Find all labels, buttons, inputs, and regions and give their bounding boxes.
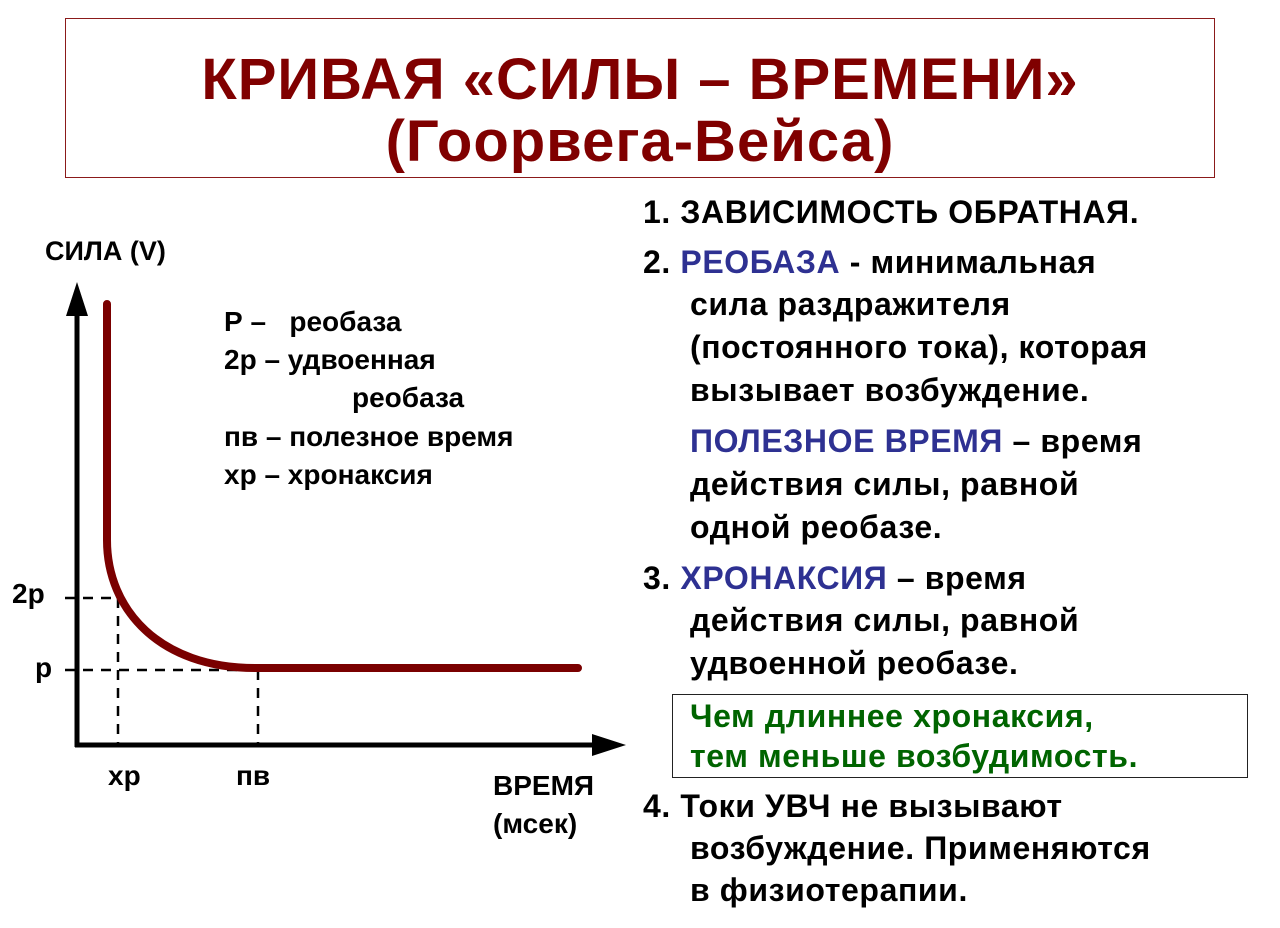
x-axis-arrow	[592, 734, 626, 756]
definition-text: в физиотерапии.	[690, 872, 968, 908]
legend-item: хр – хронаксия	[224, 459, 433, 490]
point-3: 3. ХРОНАКСИЯ – время	[643, 560, 1027, 597]
definition-text: – время	[887, 560, 1027, 596]
legend-item: пв – полезное время	[224, 421, 514, 452]
y-tick-2p: 2р	[12, 578, 45, 609]
definition-text: – время	[1003, 423, 1143, 459]
title-line-1: КРИВАЯ «СИЛЫ – ВРЕМЕНИ»	[201, 47, 1079, 112]
term-chronaxie: ХРОНАКСИЯ	[680, 560, 888, 596]
x-tick-pv: пв	[236, 760, 271, 791]
x-tick-xr: хр	[108, 760, 141, 791]
term-useful-time: ПОЛЕЗНОЕ ВРЕМЯ	[690, 423, 1004, 459]
point-number: 3.	[643, 560, 681, 596]
definition-text: действия силы, равной	[690, 466, 1080, 502]
definition-text: удвоенной реобазе.	[690, 645, 1019, 681]
definition-text: - минимальная	[840, 244, 1097, 280]
strength-duration-curve	[103, 300, 582, 672]
y-axis-arrow	[66, 282, 88, 316]
note-box	[672, 694, 1248, 778]
definition-text: вызывает возбуждение.	[690, 372, 1090, 408]
x-axis-label: ВРЕМЯ	[493, 770, 595, 801]
definition-text: действия силы, равной	[690, 602, 1080, 638]
legend-item: Р – реобаза	[224, 306, 402, 337]
y-tick-p: р	[35, 652, 53, 683]
point-number: 2.	[643, 244, 681, 280]
term-rheobase: РЕОБАЗА	[680, 244, 841, 280]
legend-item: реобаза	[352, 382, 465, 413]
y-axis-label: СИЛА (V)	[45, 236, 166, 266]
definition-text: (постоянного тока), которая	[690, 329, 1148, 365]
note-line-1: Чем длиннее хронаксия,	[690, 698, 1094, 734]
note-line-2: тем меньше возбудимость.	[690, 738, 1139, 774]
title-line-2: (Гоорвега-Вейса)	[385, 109, 895, 174]
point-4: 4. Токи УВЧ не вызывают	[643, 788, 1063, 824]
x-axis-unit: (мсек)	[493, 808, 578, 839]
legend-item: 2р – удвоенная	[224, 344, 436, 375]
point-2: 2. РЕОБАЗА - минимальная	[643, 244, 1096, 281]
definition-text: сила раздражителя	[690, 286, 1011, 322]
definition-text: одной реобазе.	[690, 509, 943, 545]
title-box: КРИВАЯ «СИЛЫ – ВРЕМЕНИ» (Гоорвега-Вейса)	[65, 18, 1215, 178]
definition-text: возбуждение. Применяются	[690, 830, 1151, 866]
point-1: 1. ЗАВИСИМОСТЬ ОБРАТНАЯ.	[643, 194, 1140, 230]
useful-time-line: ПОЛЕЗНОЕ ВРЕМЯ – время	[690, 423, 1142, 460]
